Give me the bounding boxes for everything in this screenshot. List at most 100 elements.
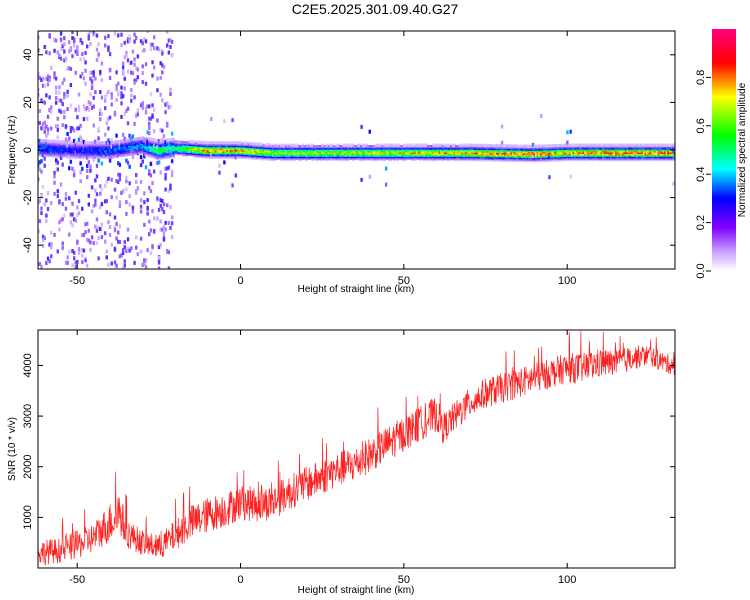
heatmap-cell [110,261,113,266]
heatmap-cell [357,143,360,147]
heatmap-cell [117,153,120,158]
heatmap-cell [66,139,69,144]
heatmap-cell [100,141,104,145]
heatmap-cell [508,144,512,148]
heatmap-cell [120,32,123,37]
heatmap-cell [54,100,58,105]
heatmap-cell [441,145,445,149]
heatmap-cell [92,203,95,208]
heatmap-cell [146,142,149,147]
heatmap-cell [389,143,393,147]
heatmap-cell [152,138,156,142]
heatmap-cell [425,143,429,147]
heatmap-cell [569,129,572,134]
heatmap-cell [489,144,492,148]
heatmap-cell [422,143,425,147]
heatmap-cell [404,143,407,147]
heatmap-cell [74,107,77,112]
heatmap-cell [651,143,654,147]
heatmap-cell [221,141,225,145]
heatmap-cell [275,145,278,149]
heatmap-cell [657,143,661,147]
heatmap-cell [86,175,89,180]
heatmap-cell [94,224,97,229]
heatmap-cell [72,256,76,261]
heatmap-cell [59,140,63,144]
heatmap-cell [613,143,617,147]
heatmap-cell [120,139,123,143]
heatmap-cell [117,33,120,38]
heatmap-cell [280,143,283,147]
heatmap-cell [143,37,146,42]
heatmap-cell [587,143,590,147]
heatmap-cell [72,128,76,133]
heatmap-cell [41,83,45,88]
heatmap-cell [102,141,105,145]
heatmap-cell [161,51,164,56]
heatmap-cell [500,124,504,129]
heatmap-cell [143,261,146,266]
heatmap-cell [69,46,73,51]
heatmap-cell [135,179,138,184]
heatmap-cell [294,143,298,147]
heatmap-cell [541,144,545,148]
heatmap-cell [87,34,91,39]
heatmap-cell [606,143,610,147]
heatmap-cell [156,139,159,143]
heatmap-cell [84,60,87,65]
heatmap-cell [108,140,112,145]
heatmap-cell [97,225,100,230]
heatmap-cell [97,141,100,145]
heatmap-cell [156,216,159,221]
heatmap-cell [149,42,153,47]
heatmap-cell [151,42,154,47]
heatmap-cell [667,143,670,147]
heatmap-cell [115,236,118,241]
heatmap-cell [291,143,295,147]
heatmap-cell [100,111,104,116]
heatmap-cell [234,141,238,145]
heatmap-cell [76,52,79,57]
heatmap-cell [455,145,458,149]
heatmap-cell [103,35,107,40]
heatmap-cell [121,266,125,269]
heatmap-cell [486,143,489,148]
heatmap-cell [136,54,140,59]
heatmap-cell [49,139,53,143]
heatmap-cell [210,153,213,158]
heatmap-cell [72,39,76,44]
heatmap-cell [166,122,169,127]
heatmap-cell [71,223,74,228]
heatmap-cell [148,131,151,136]
heatmap-cell [108,75,112,80]
heatmap-cell [522,144,525,148]
heatmap-cell [410,143,414,147]
heatmap-cell [99,205,102,210]
heatmap-cell [157,138,161,143]
heatmap-cell [61,46,64,51]
heatmap-cell [74,150,77,155]
heatmap-cell [162,202,166,207]
heatmap-cell [82,117,86,122]
heatmap-cell [348,143,352,147]
heatmap-cell [182,140,185,145]
heatmap-cell [358,143,362,147]
heatmap-cell [108,225,112,230]
heatmap-cell [157,245,161,250]
heatmap-cell [169,183,172,188]
heatmap-cell [53,174,56,179]
heatmap-cell [353,145,357,149]
heatmap-cell [373,145,376,149]
heatmap-cell [170,131,174,136]
heatmap-cell [123,139,127,143]
heatmap-cell [77,153,81,158]
heatmap-cell [610,143,613,147]
heatmap-cell [600,143,603,147]
heatmap-cell [92,157,95,162]
heatmap-cell [130,136,133,141]
heatmap-cell [103,141,107,145]
heatmap-cell [157,255,161,260]
heatmap-cell [120,43,123,48]
heatmap-cell [76,239,79,244]
heatmap-cell [167,149,171,154]
